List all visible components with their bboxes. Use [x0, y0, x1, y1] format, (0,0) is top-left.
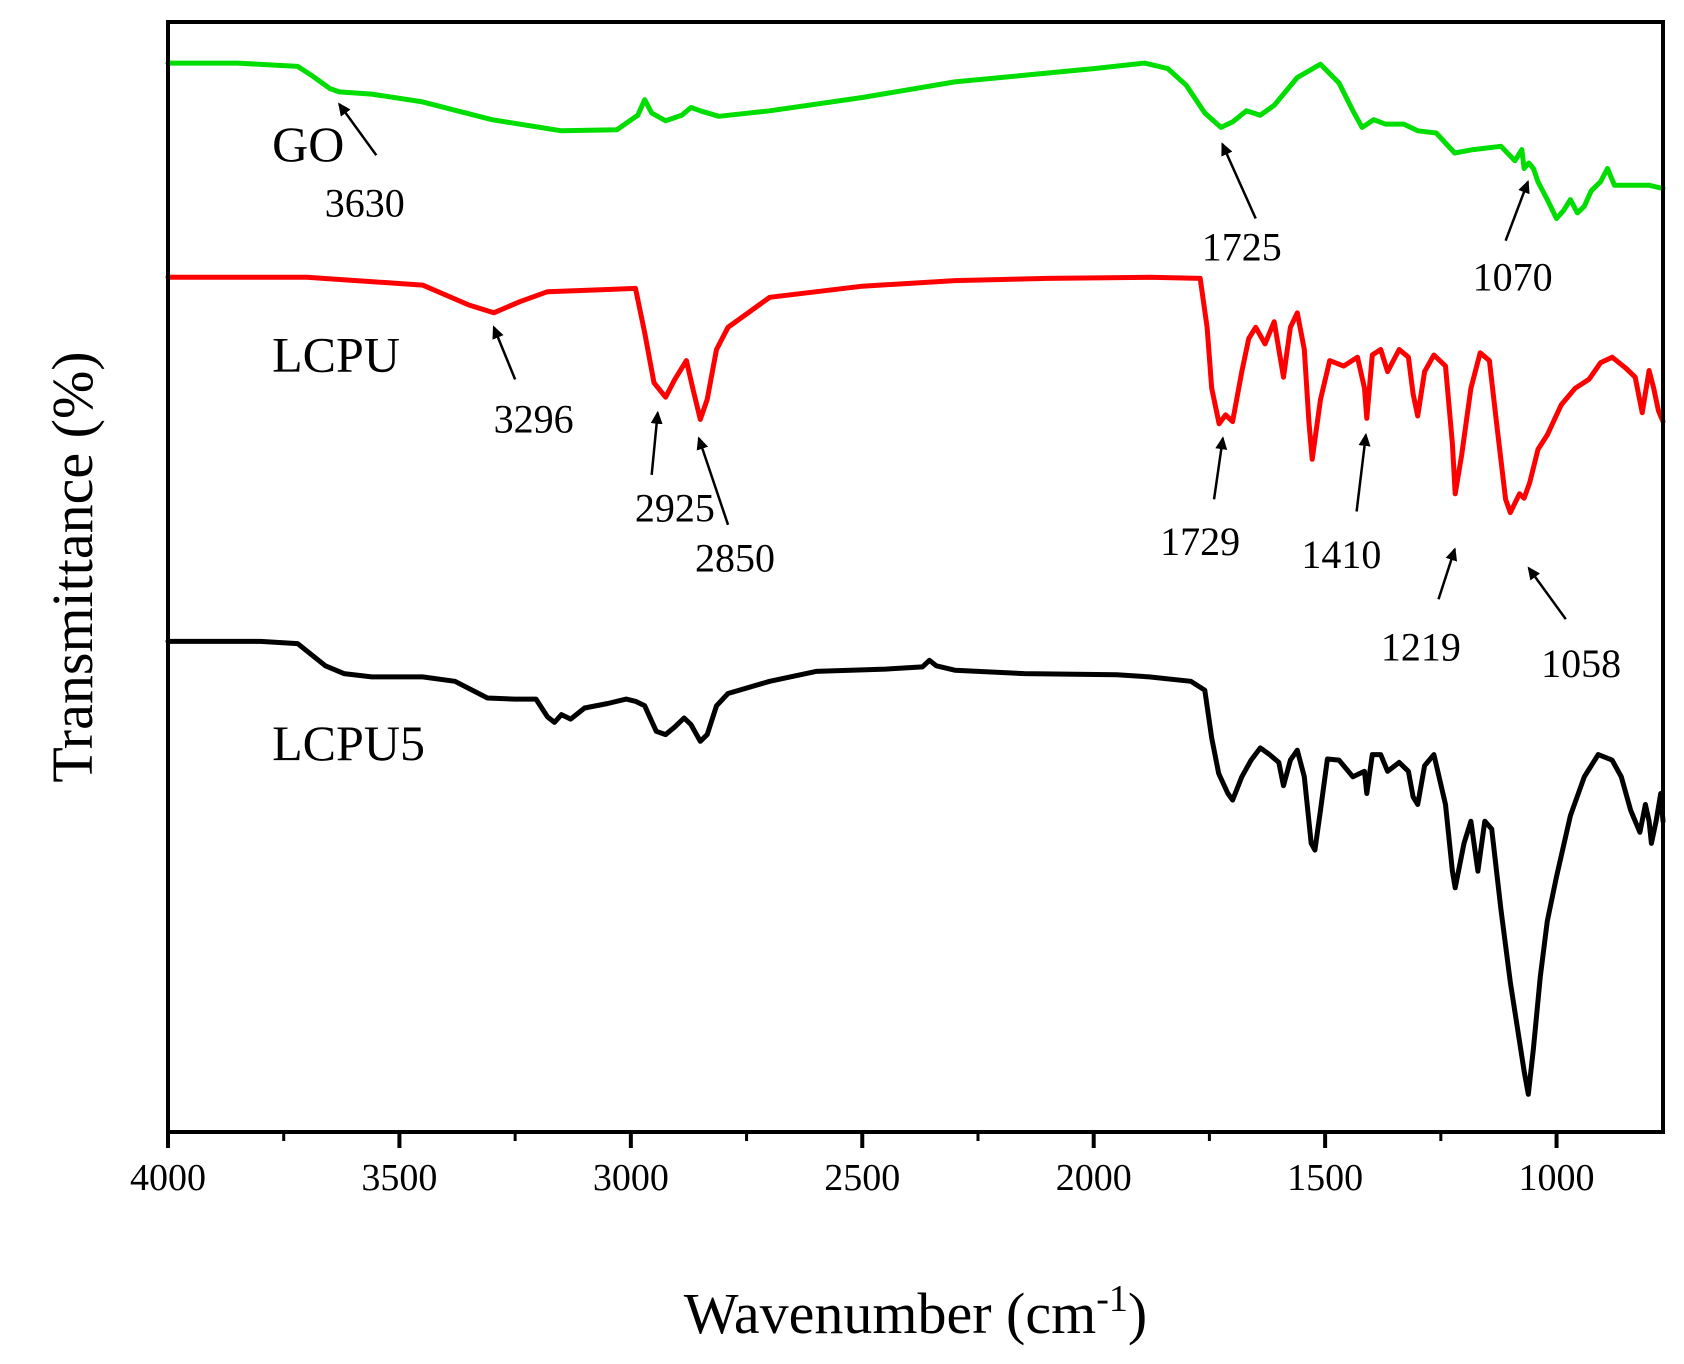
x-tick-label: 4000	[130, 1157, 206, 1199]
annotation-label: 1219	[1381, 624, 1461, 669]
x-tick-label: 3000	[593, 1157, 669, 1199]
annotation-arrow	[1527, 566, 1567, 620]
y-axis-title: Transmittance (%)	[40, 351, 105, 782]
x-axis-title-close: )	[1128, 1281, 1147, 1346]
x-axis-title-superscript: -1	[1096, 1278, 1128, 1320]
series-group	[165, 60, 1666, 1097]
annotation-arrow	[1504, 179, 1530, 242]
series-line-go	[165, 60, 1666, 221]
annotation-label: 1725	[1202, 225, 1282, 270]
annotation-arrow	[696, 436, 730, 526]
x-tick-label: 2000	[1056, 1157, 1132, 1199]
plot-frame	[166, 20, 1665, 1134]
annotation-arrow	[1437, 547, 1458, 600]
series-label-lcpu5: LCPU5	[272, 715, 425, 771]
annotation-label: 1058	[1541, 641, 1621, 686]
annotation-arrow	[492, 325, 517, 380]
annotation-label: 1410	[1301, 532, 1381, 577]
annotation-label: 2925	[635, 486, 715, 531]
series-labels-group: GO LCPU LCPU5	[272, 116, 425, 771]
annotation-label: 3296	[494, 397, 574, 442]
annotation-arrow	[1355, 432, 1371, 512]
annotation-label: 3630	[325, 180, 405, 225]
series-label-lcpu: LCPU	[272, 327, 400, 383]
x-ticks-group: 4000 3500 3000 2500 2000 1500 1000	[130, 1132, 1595, 1199]
series-line-lcpu5	[165, 638, 1666, 1097]
annotation-arrow	[338, 102, 378, 156]
x-tick-label: 3500	[361, 1157, 437, 1199]
annotation-arrow	[1212, 436, 1228, 500]
annotation-arrow	[650, 410, 663, 476]
x-tick-label: 1500	[1287, 1157, 1363, 1199]
annotation-label: 1070	[1473, 255, 1553, 300]
series-line-lcpu	[165, 274, 1666, 516]
x-axis-title: Wavenumber (cm-1)	[684, 1278, 1147, 1346]
x-axis-title-main: Wavenumber (cm	[684, 1281, 1096, 1346]
annotation-label: 2850	[695, 535, 775, 580]
x-tick-label: 1000	[1519, 1157, 1595, 1199]
annotation-label: 1729	[1160, 519, 1240, 564]
annotation-arrow	[1221, 142, 1257, 219]
series-label-go: GO	[272, 116, 344, 172]
axes-group	[166, 20, 1665, 1134]
x-tick-label: 2500	[824, 1157, 900, 1199]
